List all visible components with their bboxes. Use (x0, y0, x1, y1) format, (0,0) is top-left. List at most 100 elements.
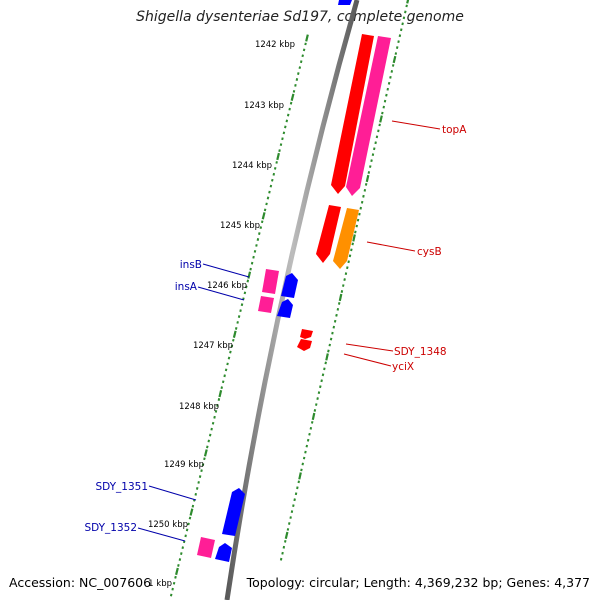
outer-ruler-minor-tick (347, 260, 350, 264)
inner-ruler-minor-tick (260, 220, 264, 224)
inner-ruler-minor-tick (292, 89, 296, 93)
outer-ruler-minor-tick (282, 545, 286, 549)
outer-ruler-minor-tick (342, 284, 345, 287)
inner-ruler-minor-tick (252, 255, 255, 259)
gene-SDY_1352-arrow[interactable] (197, 537, 215, 558)
outer-ruler-minor-tick (315, 403, 318, 406)
reverse-strand-genes (197, 269, 298, 562)
leader-topA (391, 120, 441, 130)
gene-label-SDY_1351[interactable]: SDY_1351 (95, 481, 148, 493)
outer-ruler-minor-tick (292, 504, 295, 508)
gene-label-topA[interactable]: topA (442, 124, 467, 136)
outer-ruler-minor-tick (350, 248, 353, 252)
outer-ruler-minor-tick (328, 343, 331, 347)
outer-ruler-minor-tick (313, 409, 317, 412)
gene-insB-arrow[interactable] (262, 269, 279, 294)
inner-ruler-minor-tick (302, 48, 306, 52)
outer-ruler-minor-tick (346, 266, 349, 270)
inner-ruler-minor-tick (180, 552, 183, 556)
gene-label-insB[interactable]: insB (180, 259, 202, 271)
inner-ruler-minor-tick (221, 380, 225, 384)
outer-ruler-minor-tick (306, 438, 310, 442)
outer-ruler-minor-tick (284, 539, 287, 543)
outer-ruler-major-tick (365, 174, 370, 183)
gene-label-insA[interactable]: insA (175, 281, 198, 293)
gene-label-SDY_1348[interactable]: SDY_1348 (394, 346, 447, 358)
inner-ruler-minor-tick (237, 315, 241, 318)
inner-ruler-minor-tick (271, 178, 274, 182)
gene-yciX-arrow[interactable] (297, 339, 312, 351)
outer-ruler-major-tick (284, 531, 289, 540)
ruler-label-1248: 1248 kbp (179, 402, 219, 412)
leader-SDY_1352 (137, 527, 186, 542)
inner-ruler-minor-tick (232, 338, 235, 342)
inner-ruler-minor-tick (295, 78, 299, 81)
outer-ruler-minor-tick (320, 379, 323, 383)
inner-ruler-minor-tick (259, 226, 263, 230)
outer-ruler-minor-tick (391, 64, 395, 67)
inner-ruler-minor-tick (197, 481, 200, 484)
inner-ruler-minor-tick (284, 125, 287, 129)
inner-ruler-minor-tick (213, 415, 216, 419)
inner-ruler-minor-tick (265, 202, 268, 206)
outer-ruler-minor-tick (375, 135, 379, 139)
inner-ruler-minor-tick (255, 244, 258, 247)
inner-ruler-minor-tick (184, 534, 187, 538)
inner-ruler-minor-tick (273, 166, 277, 170)
outer-ruler-major-tick (311, 412, 316, 421)
outer-ruler-minor-tick (348, 254, 352, 258)
inner-ruler-minor-tick (200, 469, 203, 473)
genome-backbone (224, 0, 360, 600)
outer-ruler-minor-tick (402, 16, 406, 20)
gene-SDY_1351-arrow[interactable] (222, 488, 245, 536)
outer-ruler-major-tick (352, 234, 356, 242)
inner-ruler-minor-tick (278, 149, 281, 153)
ruler-label-1245: 1245 kbp (220, 221, 260, 231)
outer-ruler-minor-tick (316, 397, 319, 400)
outer-ruler-minor-tick (308, 432, 311, 436)
gene-insA-arrow[interactable] (258, 296, 274, 313)
outer-ruler-minor-tick (336, 307, 340, 311)
gene-insB-blue-arrow[interactable] (281, 273, 298, 298)
inner-ruler-minor-tick (216, 404, 219, 407)
outer-ruler-minor-tick (381, 111, 384, 115)
outer-ruler-minor-tick (370, 159, 373, 163)
outer-ruler-minor-tick (389, 75, 392, 79)
inner-ruler-minor-tick (172, 581, 176, 585)
gene-label-SDY_1352[interactable]: SDY_1352 (84, 522, 137, 534)
outer-ruler-minor-tick (400, 28, 403, 32)
outer-ruler-minor-tick (337, 301, 341, 305)
gene-label-yciX[interactable]: yciX (392, 361, 414, 373)
gene-SDY_1352-blue-arrow[interactable] (215, 543, 232, 562)
gene-topA-arrow[interactable] (331, 34, 374, 194)
outer-ruler-minor-tick (374, 141, 377, 145)
gene-SDY_1348-arrow[interactable] (300, 329, 313, 339)
inner-ruler-major-tick (290, 93, 295, 101)
inner-ruler-minor-tick (286, 113, 290, 117)
inner-ruler-minor-tick (256, 238, 260, 241)
inner-ruler-minor-tick (207, 439, 210, 443)
inner-ruler-minor-tick (240, 303, 244, 307)
inner-ruler-minor-tick (275, 161, 278, 164)
gene-insA-blue-arrow[interactable] (277, 299, 293, 318)
gene-label-cysB[interactable]: cysB (417, 246, 442, 258)
outer-ruler-minor-tick (305, 444, 309, 448)
gene-top-partial-arrow[interactable] (338, 0, 352, 5)
outer-ruler-minor-tick (383, 99, 387, 103)
gene-topA-pink-arrow[interactable] (346, 36, 391, 196)
leader-SDY_1351 (148, 485, 197, 501)
outer-ruler-minor-tick (358, 212, 361, 216)
inner-ruler-minor-tick (297, 72, 300, 75)
ruler-label-1250: 1250 kbp (148, 520, 188, 530)
gene-cysB-orange-arrow[interactable] (333, 208, 359, 269)
outer-ruler-minor-tick (401, 22, 404, 26)
outer-ruler-minor-tick (293, 498, 296, 502)
leader-cysB (366, 241, 416, 252)
outer-ruler-minor-tick (390, 69, 394, 73)
outer-ruler-minor-tick (321, 373, 325, 377)
inner-ruler-minor-tick (185, 528, 189, 532)
inner-ruler-major-tick (175, 567, 179, 576)
inner-ruler-major-tick (203, 449, 208, 457)
gene-cysB-arrow[interactable] (316, 205, 341, 263)
inner-ruler-minor-tick (198, 475, 202, 478)
